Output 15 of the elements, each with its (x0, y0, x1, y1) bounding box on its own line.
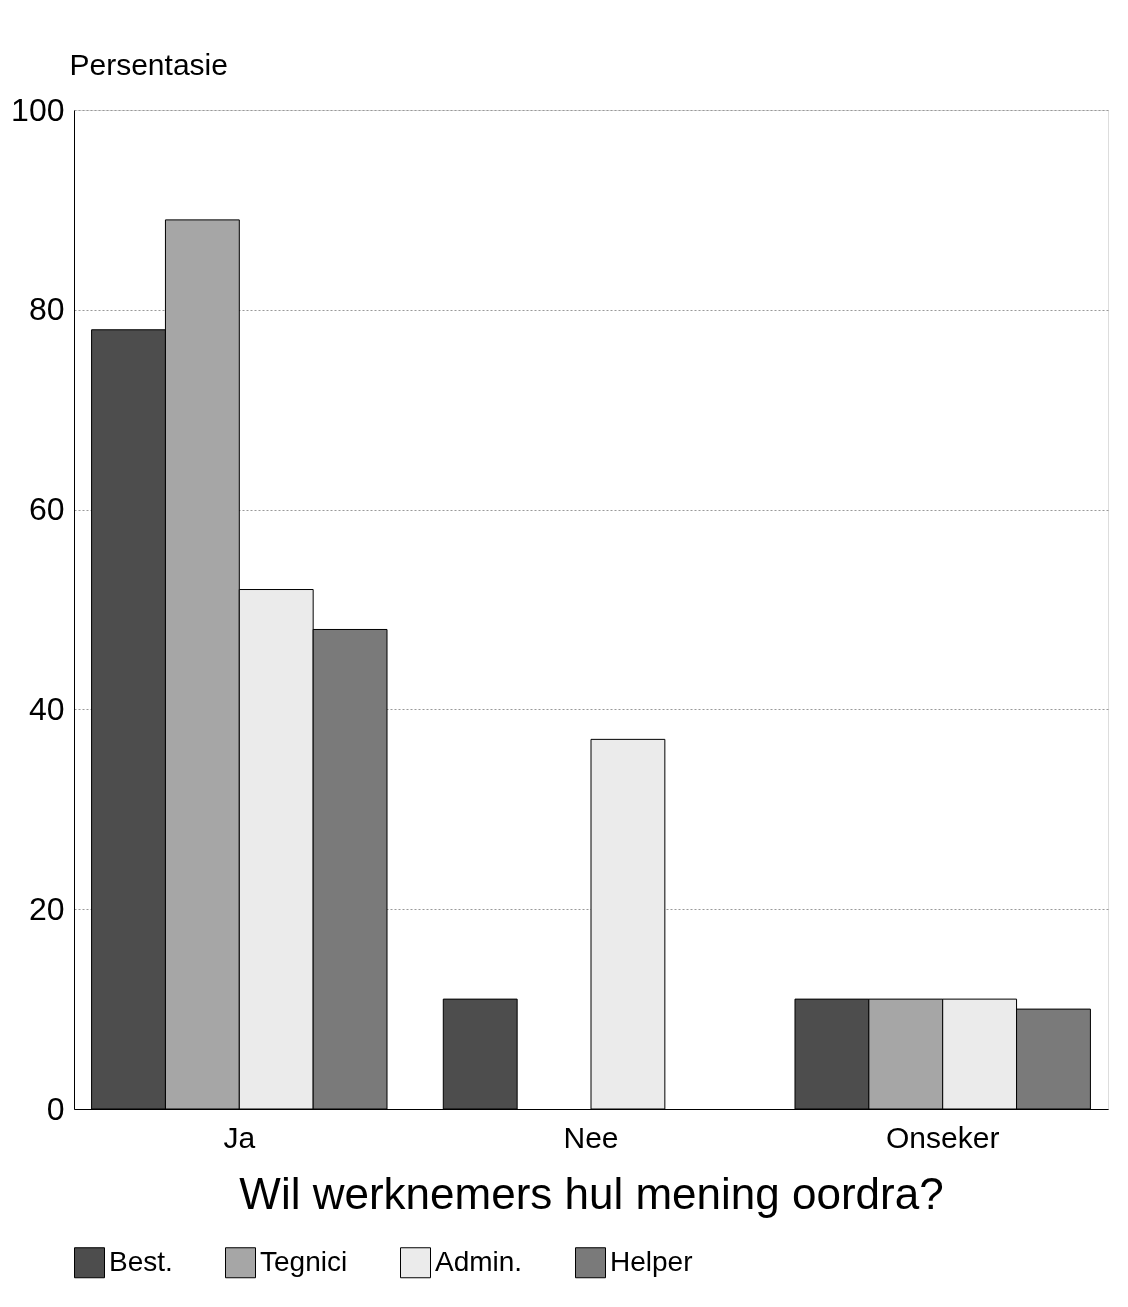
y-tick-label: 80 (28, 291, 65, 328)
y-tick-label: 100 (11, 91, 65, 128)
x-axis-title: Wil werknemers hul mening oordra? (239, 1168, 944, 1218)
y-tick-label: 40 (28, 690, 65, 727)
legend-label: Helper (610, 1245, 693, 1277)
y-tick-label: 60 (28, 491, 65, 528)
legend-label: Admin. (435, 1245, 523, 1277)
y-tick-label: 20 (28, 890, 65, 927)
x-tick-label: Onseker (886, 1120, 1000, 1154)
y-tick-label: 0 (46, 1090, 65, 1127)
legend-label: Best. (109, 1245, 173, 1277)
legend-label: Tegnici (260, 1245, 348, 1277)
y-axis-title: Persentasie (69, 47, 228, 81)
x-tick-label: Nee (563, 1120, 619, 1154)
x-tick-label: Ja (223, 1120, 256, 1154)
